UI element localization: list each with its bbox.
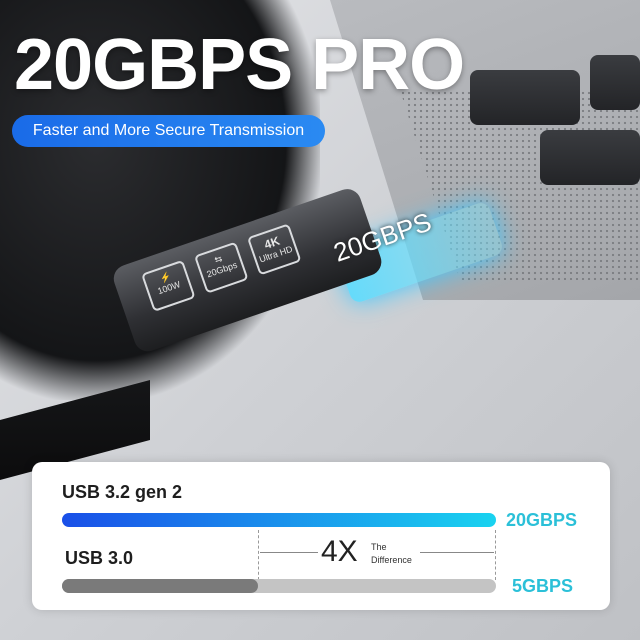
divider (495, 530, 496, 580)
multiplier-bottom: Difference (371, 555, 412, 565)
badge-20gbps: ⇆ 20Gbps (193, 241, 249, 294)
power-key (470, 70, 580, 125)
badge-100w: ⚡ 100W (141, 259, 196, 312)
multiplier: 4X (321, 535, 358, 568)
key (590, 55, 640, 110)
speed-slow: 5GBPS (512, 576, 574, 596)
row-label-slow: USB 3.0 (65, 548, 134, 568)
bar-fast (62, 513, 496, 527)
subtitle-pill: Faster and More Secure Transmission (12, 115, 325, 147)
bar-slow (62, 579, 258, 593)
headline: 20GBPS PRO (14, 25, 465, 105)
badge-4k: 4K Ultra HD (246, 223, 302, 276)
speed-fast: 20GBPS (506, 510, 578, 530)
row-label-fast: USB 3.2 gen 2 (62, 482, 183, 502)
multiplier-top: The (371, 542, 387, 552)
divider (258, 530, 259, 580)
divider (260, 552, 318, 553)
key (540, 130, 640, 185)
divider (420, 552, 494, 553)
